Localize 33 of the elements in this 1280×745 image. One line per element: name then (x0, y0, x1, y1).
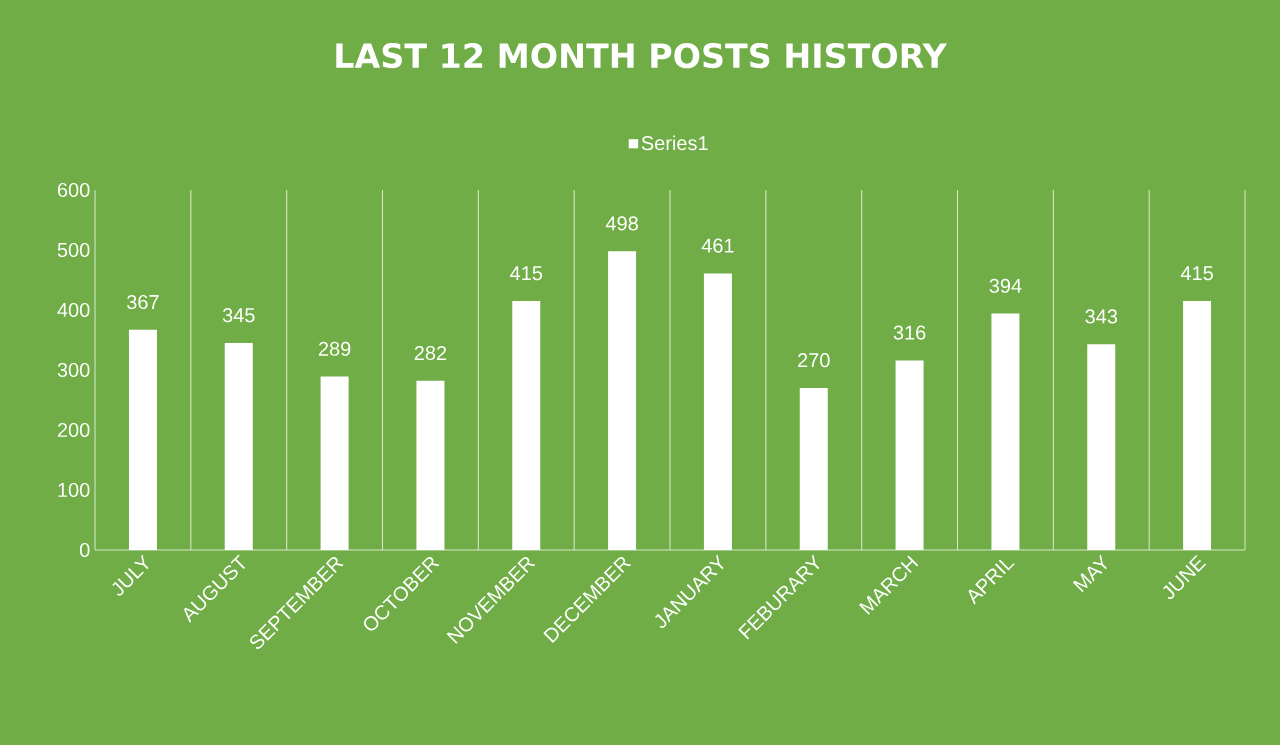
data-label: 367 (127, 294, 159, 310)
bar (991, 313, 1020, 550)
data-label: 289 (318, 341, 351, 356)
y-tick-label: 400 (57, 302, 90, 318)
data-label: 415 (510, 266, 543, 281)
bar (128, 329, 157, 550)
data-label: 316 (893, 325, 926, 340)
bar (895, 360, 924, 550)
bar (512, 300, 541, 550)
data-label: 394 (989, 278, 1022, 293)
bar (799, 387, 828, 550)
y-tick-label: 200 (57, 422, 90, 438)
data-label: 282 (414, 345, 447, 361)
data-label: 415 (1180, 266, 1213, 281)
y-tick-label: 600 (57, 182, 90, 198)
y-tick-label: 500 (57, 242, 90, 258)
legend-label: Series1 (641, 135, 708, 151)
bar (416, 380, 445, 550)
data-label: 270 (798, 353, 830, 368)
data-label: 498 (605, 216, 638, 231)
y-tick-label: 300 (57, 362, 90, 378)
bar (1087, 344, 1116, 550)
bar (608, 251, 637, 550)
data-label: 461 (701, 238, 734, 253)
bar (224, 342, 253, 550)
y-tick-label: 0 (79, 542, 90, 558)
bar (1183, 300, 1212, 550)
bar (320, 376, 349, 550)
chart-title: LAST 12 MONTH POSTS HISTORY (336, 43, 948, 69)
data-label: 345 (222, 308, 255, 323)
y-tick-label: 100 (58, 482, 90, 498)
bar (703, 273, 732, 550)
data-label: 343 (1085, 309, 1118, 324)
